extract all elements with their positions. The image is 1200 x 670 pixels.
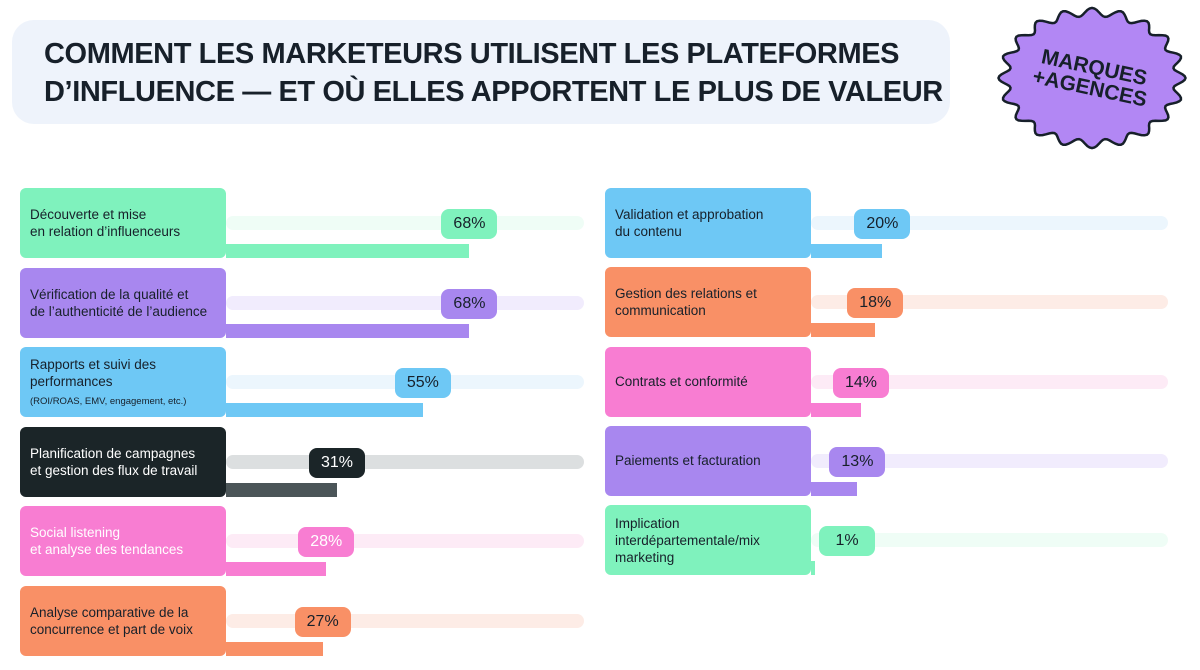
category-label: Social listening et analyse des tendance… (20, 506, 226, 576)
value-label: 18% (847, 288, 904, 319)
bar-track (226, 613, 584, 656)
bar-row: 55% Rapports et suivi des performances (RO… (20, 347, 584, 417)
category-label-text: Social listening et analyse des tendance… (30, 525, 184, 557)
category-label-text: Paiements et facturation (615, 453, 761, 469)
category-label-text: Gestion des relations et communication (615, 286, 757, 319)
audience-badge: MARQUES +AGENCES (994, 3, 1190, 153)
value-label: 20% (854, 209, 911, 239)
bar-track (226, 295, 584, 338)
value-label: 55% (394, 368, 451, 398)
category-label: Validation et approbation du contenu (605, 188, 811, 258)
bar-row: 68% Découverte et mise en relation d’infl… (20, 188, 584, 258)
category-label-note: (ROI/ROAS, EMV, engagement, etc.) (30, 396, 187, 407)
badge-scalloped-shape (997, 6, 1187, 150)
bar-track (226, 216, 584, 258)
bar-row: 27% Analyse comparative de la concurrence… (20, 585, 584, 656)
category-label: Vérification de la qualité et de l’authe… (20, 267, 226, 338)
bar (226, 323, 470, 338)
bar (226, 482, 337, 497)
bar-row: 13% Paiements et facturation (605, 425, 1168, 496)
category-label: Découverte et mise en relation d’influen… (20, 188, 226, 258)
category-label-text: Analyse comparative de la concurrence et… (30, 604, 193, 637)
category-label-text: Contrats et conformité (615, 374, 748, 390)
bar (811, 481, 858, 496)
bar-track (811, 533, 1168, 576)
category-label: Paiements et facturation (605, 425, 811, 496)
bar-row: 68% Vérification de la qualité et de l’au… (20, 267, 584, 338)
category-label: Analyse comparative de la concurrence et… (20, 585, 226, 656)
category-label: Rapports et suivi des performances (ROI/R… (20, 347, 226, 417)
title-box: COMMENT LES MARKETEURS UTILISENT LES PLA… (12, 20, 950, 124)
bar-row: 18% Gestion des relations et communicatio… (605, 267, 1168, 338)
category-label-text: Validation et approbation du contenu (615, 207, 764, 239)
bar (811, 402, 861, 417)
bar-row: 28% Social listening et analyse des tenda… (20, 506, 584, 576)
value-label: 68% (441, 288, 498, 319)
bar (226, 244, 470, 258)
bar (811, 244, 883, 258)
bar-row: 14% Contrats et conformité (605, 346, 1168, 417)
category-label: Contrats et conformité (605, 346, 811, 417)
value-label: 68% (441, 209, 498, 239)
category-label: Gestion des relations et communication (605, 267, 811, 338)
bar-track (226, 454, 584, 497)
category-label-text: Planification de campagnes et gestion de… (30, 445, 198, 478)
category-label: Implication interdépartementale/mix mark… (605, 505, 811, 576)
value-label: 27% (294, 606, 351, 637)
bar-track (811, 374, 1168, 417)
value-label: 13% (829, 446, 886, 477)
value-label: 14% (832, 367, 889, 398)
badge-outline (997, 6, 1187, 150)
bar-row: 31% Planification de campagnes et gestion… (20, 426, 584, 497)
bar-track (226, 534, 584, 576)
bar (226, 562, 327, 576)
page-title-line-1: COMMENT LES MARKETEURS UTILISENT LES PLA… (44, 38, 900, 70)
category-label-text: Vérification de la qualité et de l’authe… (30, 286, 208, 319)
value-label: 1% (819, 526, 875, 557)
bar (811, 323, 876, 338)
bar-track (811, 453, 1168, 496)
value-label: 28% (298, 527, 355, 557)
value-label: 31% (308, 447, 365, 478)
bar-row: 1% Implication interdépartementale/mix ma… (605, 505, 1168, 576)
bar (226, 641, 323, 656)
bar (226, 403, 423, 417)
category-label-text: Découverte et mise en relation d’influen… (30, 207, 181, 239)
bar (811, 561, 815, 576)
page-title-line-2: D’INFLUENCE — ET OÙ ELLES APPORTENT LE P… (44, 76, 943, 108)
bar-row: 20% Validation et approbation du contenu (605, 188, 1168, 258)
category-label: Planification de campagnes et gestion de… (20, 426, 226, 497)
category-label-text: Implication interdépartementale/mix mark… (615, 515, 760, 565)
category-label-text: Rapports et suivi des performances (30, 357, 157, 389)
